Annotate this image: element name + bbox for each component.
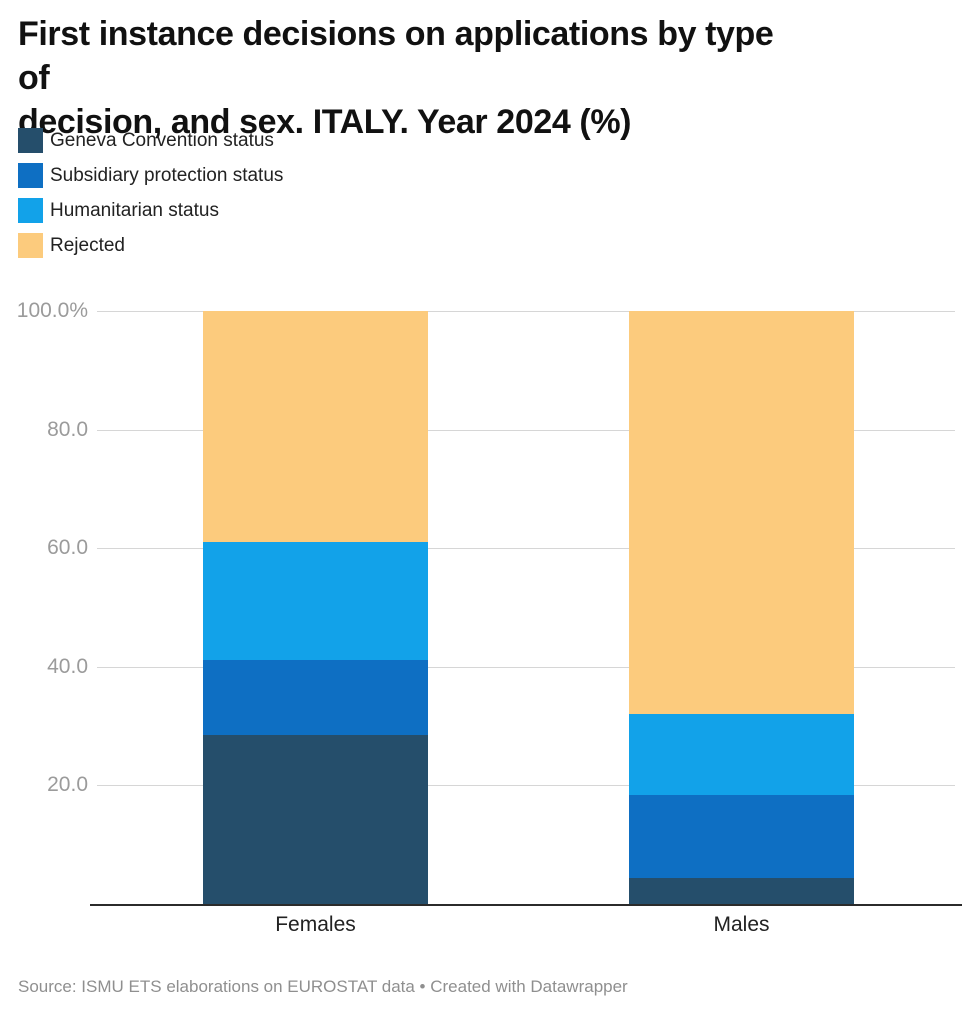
y-tick-label: 60.0 — [47, 536, 88, 560]
bar-segment — [203, 311, 428, 543]
stacked-bar-males — [629, 311, 854, 904]
bar-segment — [203, 542, 428, 660]
legend-item: Humanitarian status — [18, 198, 283, 223]
gridline-60 — [97, 548, 955, 550]
y-tick-label: 80.0 — [47, 417, 88, 441]
source-credit: Source: ISMU ETS elaborations on EUROSTA… — [18, 977, 628, 996]
legend-item: Rejected — [18, 233, 283, 258]
y-tick-label: 20.0 — [47, 773, 88, 797]
gridline-20 — [97, 785, 955, 787]
legend-label: Subsidiary protection status — [50, 164, 284, 186]
x-category-label: Females — [275, 913, 356, 936]
x-axis-line — [90, 904, 962, 906]
legend-color-swatch — [18, 128, 43, 153]
plot-area — [90, 311, 962, 906]
legend-color-swatch — [18, 163, 43, 188]
bar-segment — [203, 734, 428, 904]
legend-label: Geneva Convention status — [50, 129, 274, 151]
stacked-bar-females — [203, 311, 428, 904]
chart-title-line1: First instance decisions on applications… — [18, 15, 774, 97]
bar-segment — [629, 795, 854, 879]
gridline-100 — [97, 311, 955, 312]
x-category-label: Males — [713, 913, 770, 936]
legend-label: Humanitarian status — [50, 199, 219, 221]
bar-segment — [629, 878, 854, 904]
gridline-40 — [97, 666, 955, 668]
legend-item: Geneva Convention status — [18, 128, 283, 153]
chart-title: First instance decisions on applications… — [18, 12, 798, 144]
legend-label: Rejected — [50, 234, 125, 256]
y-tick-label: 40.0 — [47, 654, 88, 678]
chart-title-line2: decision, and sex. ITALY. Year 2024 (%) — [18, 103, 632, 141]
legend-item: Subsidiary protection status — [18, 163, 283, 188]
y-tick-label: 100.0% — [16, 299, 88, 322]
bar-segment — [629, 311, 854, 715]
legend-color-swatch — [18, 198, 43, 223]
bar-segment — [203, 659, 428, 735]
bar-segment — [629, 714, 854, 796]
gridline-80 — [97, 429, 955, 431]
legend-color-swatch — [18, 233, 43, 258]
legend: Geneva Convention status Subsidiary prote… — [18, 128, 283, 268]
